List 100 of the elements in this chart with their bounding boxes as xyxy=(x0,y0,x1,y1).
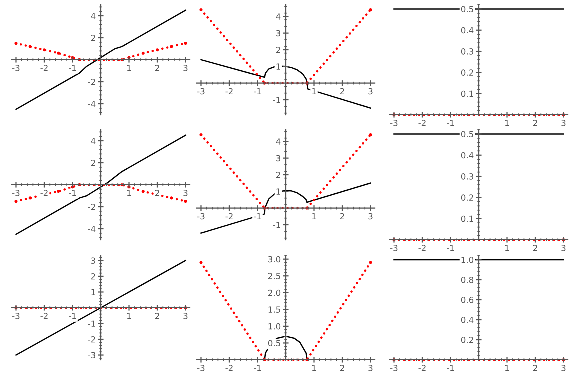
y-tick-label: -4 xyxy=(88,101,96,108)
x-tick-label: -2 xyxy=(40,65,48,72)
x-tick-label: -1 xyxy=(69,65,76,72)
y-tick-label: 1 xyxy=(92,289,96,296)
y-tick-label: 4 xyxy=(276,14,281,20)
y-tick-label: 0.1 xyxy=(461,90,474,98)
y-tick-label: 2.0 xyxy=(268,290,281,296)
x-tick-label: -2 xyxy=(418,245,426,252)
x-tick-label: 2 xyxy=(340,213,344,220)
point xyxy=(184,200,188,204)
y-tick-label: 0.5 xyxy=(268,340,280,347)
x-tick-label: 2 xyxy=(533,365,538,372)
y-tick-label: 2 xyxy=(91,34,96,42)
y-tick-label: -1 xyxy=(273,222,280,228)
y-tick-label: -2 xyxy=(88,78,96,86)
point xyxy=(14,200,18,204)
line-series xyxy=(264,336,308,361)
point xyxy=(57,52,60,55)
y-tick-label: 0.2 xyxy=(461,336,474,344)
point xyxy=(28,45,32,48)
x-tick-label: -1 xyxy=(69,313,76,320)
x-tick-label: -2 xyxy=(418,120,426,126)
y-tick-label: 0.5 xyxy=(461,131,474,138)
x-tick-label: -1 xyxy=(254,365,262,372)
x-tick-label: -1 xyxy=(447,245,454,252)
y-tick-label: -4 xyxy=(88,226,96,232)
x-tick-label: -3 xyxy=(12,65,20,72)
y-tick-label: -2 xyxy=(88,204,96,210)
x-tick-label: 2 xyxy=(155,65,160,72)
y-tick-label: 3 xyxy=(276,30,280,37)
x-tick-label: 1 xyxy=(312,88,316,95)
y-tick-label: 3.0 xyxy=(268,256,281,263)
x-tick-label: -2 xyxy=(40,313,48,320)
x-tick-label: 3 xyxy=(562,120,566,126)
y-tick-label: 0.1 xyxy=(461,216,474,222)
y-tick-label: 0.5 xyxy=(461,6,474,13)
y-tick-label: 0.4 xyxy=(461,152,474,159)
point xyxy=(170,45,174,48)
y-tick-label: 0.2 xyxy=(461,70,474,76)
y-tick-label: 0.6 xyxy=(461,296,474,304)
point xyxy=(142,190,145,194)
x-tick-label: 1 xyxy=(506,365,510,372)
point xyxy=(42,48,46,52)
x-tick-label: -3 xyxy=(12,313,20,320)
y-tick-label: 1.0 xyxy=(462,256,474,264)
y-tick-label: 3 xyxy=(276,155,280,162)
point xyxy=(184,42,188,46)
x-tick-label: 1 xyxy=(128,313,132,320)
x-tick-label: -3 xyxy=(12,190,20,196)
y-tick-label: 2.5 xyxy=(268,273,280,280)
x-tick-label: -1 xyxy=(447,365,454,372)
x-tick-label: 2 xyxy=(340,365,344,372)
x-tick-label: 1 xyxy=(312,213,316,220)
y-tick-label: 1.5 xyxy=(268,306,280,313)
x-tick-label: -3 xyxy=(197,88,205,95)
x-tick-label: -1 xyxy=(69,190,76,196)
y-tick-label: 4 xyxy=(91,13,96,20)
x-tick-label: -3 xyxy=(390,365,398,372)
point xyxy=(57,190,60,194)
x-tick-label: 3 xyxy=(184,313,188,320)
y-tick-label: 2 xyxy=(276,172,280,178)
x-tick-label: 2 xyxy=(155,190,160,196)
x-tick-label: 1 xyxy=(128,190,132,196)
y-tick-label: 0.4 xyxy=(461,316,474,324)
x-tick-label: 1 xyxy=(128,65,132,72)
x-tick-label: 2 xyxy=(533,245,538,252)
x-tick-label: 3 xyxy=(184,65,188,72)
y-tick-label: 1.0 xyxy=(268,323,281,330)
point xyxy=(142,52,145,55)
x-tick-label: 2 xyxy=(340,88,344,95)
x-tick-label: 1 xyxy=(506,120,510,126)
y-tick-label: 2 xyxy=(91,160,96,166)
x-tick-label: -1 xyxy=(254,213,262,220)
x-tick-label: 2 xyxy=(533,120,538,126)
y-tick-label: 0.4 xyxy=(461,27,474,34)
x-tick-label: 3 xyxy=(562,365,566,372)
y-tick-label: 0.8 xyxy=(461,276,474,284)
point xyxy=(28,196,32,200)
x-tick-label: -2 xyxy=(226,213,233,220)
x-tick-label: 3 xyxy=(368,88,373,95)
y-tick-label: -1 xyxy=(88,320,96,327)
y-tick-label: 0.2 xyxy=(461,194,474,201)
x-tick-label: -2 xyxy=(226,88,233,95)
y-tick-label: 4 xyxy=(91,138,96,144)
x-tick-label: -3 xyxy=(390,120,398,126)
x-tick-label: -1 xyxy=(254,88,262,95)
x-tick-label: 1 xyxy=(506,245,510,252)
y-tick-label: 2 xyxy=(276,46,280,54)
x-tick-label: -2 xyxy=(226,365,233,372)
y-tick-label: -2 xyxy=(88,336,96,343)
y-tick-label: -1 xyxy=(273,97,280,104)
x-tick-label: -3 xyxy=(390,245,398,252)
y-tick-label: 3 xyxy=(91,258,96,264)
x-tick-label: 3 xyxy=(184,190,188,196)
x-tick-label: 3 xyxy=(562,245,566,252)
x-tick-label: 3 xyxy=(368,213,373,220)
x-tick-label: -2 xyxy=(40,190,48,196)
point xyxy=(14,42,18,46)
y-tick-label: -3 xyxy=(88,352,96,359)
x-tick-label: 1 xyxy=(312,365,316,372)
